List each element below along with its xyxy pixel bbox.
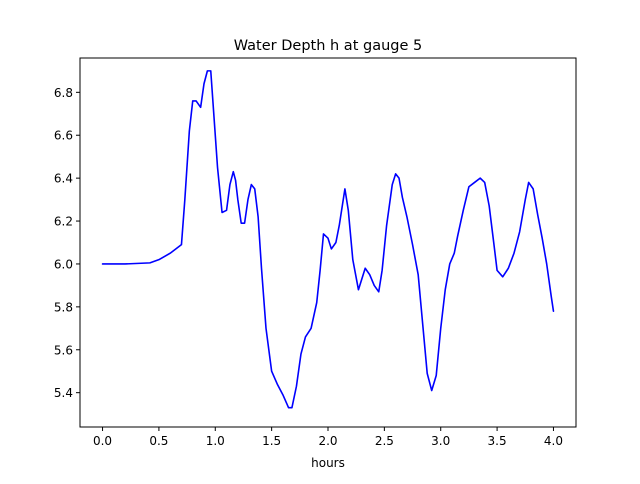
x-tick-label: 4.0 <box>544 434 563 448</box>
y-tick-label: 5.6 <box>54 343 73 357</box>
y-tick-label: 6.8 <box>54 86 73 100</box>
y-tick-label: 6.4 <box>54 172 73 186</box>
chart-title: Water Depth h at gauge 5 <box>234 38 422 54</box>
x-tick-label: 0.5 <box>149 434 168 448</box>
y-tick-label: 5.8 <box>54 300 73 314</box>
axes: 0.0 0.5 1.0 1.5 2.0 2.5 3.0 3.5 4.0 5.4 5.6 5.8 6.0 6… <box>54 57 577 448</box>
x-tick-label: 2.5 <box>375 434 394 448</box>
x-tick-label: 3.0 <box>431 434 450 448</box>
y-tick-label: 6.2 <box>54 215 73 229</box>
x-tick-label: 1.0 <box>206 434 225 448</box>
x-tick-label: 3.5 <box>488 434 507 448</box>
y-tick-label: 6.6 <box>54 129 73 143</box>
x-tick-label: 0.0 <box>93 434 112 448</box>
y-tick-label: 6.0 <box>54 257 73 271</box>
y-tick-label: 5.4 <box>54 386 73 400</box>
series-line-1 <box>101 70 555 409</box>
x-tick-label: 2.0 <box>318 434 337 448</box>
x-axis-label: hours <box>311 456 345 470</box>
x-tick-label: 1.5 <box>262 434 281 448</box>
plot-area <box>101 70 555 409</box>
